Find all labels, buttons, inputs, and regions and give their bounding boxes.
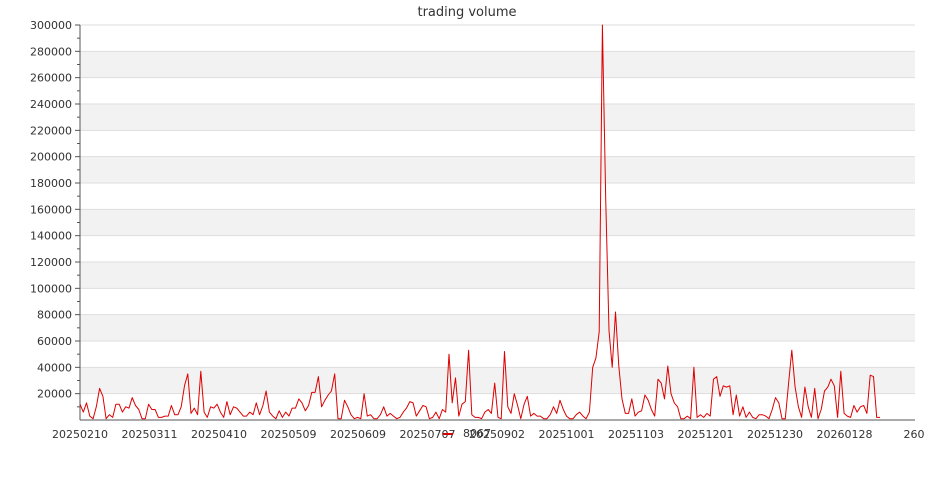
x-tick-label: 20250410 [191,428,247,441]
x-tick-label: 20250902 [469,428,525,441]
chart-title: trading volume [417,5,516,20]
x-tick-label: 20250311 [122,428,178,441]
legend: 8067 [443,427,491,440]
plot-band [80,51,915,78]
y-tick-label: 100000 [30,282,72,295]
y-tick-label: 120000 [30,256,72,269]
plot-band [80,104,915,131]
x-tick-label: 260 [904,428,925,441]
plot-band [80,156,915,183]
y-tick-label: 200000 [30,151,72,164]
y-tick-label: 60000 [37,335,72,348]
plot-band [80,367,915,394]
x-tick-label: 20251230 [747,428,803,441]
y-tick-label: 80000 [37,309,72,322]
y-tick-label: 140000 [30,230,72,243]
x-tick-label: 20251001 [539,428,595,441]
x-tick-label: 20260128 [817,428,873,441]
x-tick-label: 20251201 [678,428,734,441]
x-tick-label: 20250210 [52,428,108,441]
plot-bands [80,51,915,394]
y-tick-label: 220000 [30,124,72,137]
y-tick-label: 300000 [30,19,72,32]
x-tick-label: 20250707 [400,428,456,441]
plot-band [80,314,915,341]
y-tick-label: 280000 [30,45,72,58]
legend-label: 8067 [463,427,491,440]
y-tick-label: 160000 [30,203,72,216]
y-axis-ticks: 20000 40000 60000 80000 100000 120000 140000 16… [30,19,80,408]
series-line [79,24,880,420]
plot-band [80,209,915,236]
y-tick-label: 20000 [37,388,72,401]
plot-band [80,262,915,289]
y-tick-label: 180000 [30,177,72,190]
y-tick-label: 240000 [30,98,72,111]
grid-lines [80,24,915,395]
x-axis-ticks: 20250210 20250311 20250410 20250509 20250609… [52,428,925,441]
x-tick-label: 20251103 [608,428,664,441]
x-tick-label: 20250609 [330,428,386,441]
series-group [79,24,880,420]
y-tick-label: 40000 [37,361,72,374]
x-tick-label: 20250509 [261,428,317,441]
y-tick-label: 260000 [30,72,72,85]
